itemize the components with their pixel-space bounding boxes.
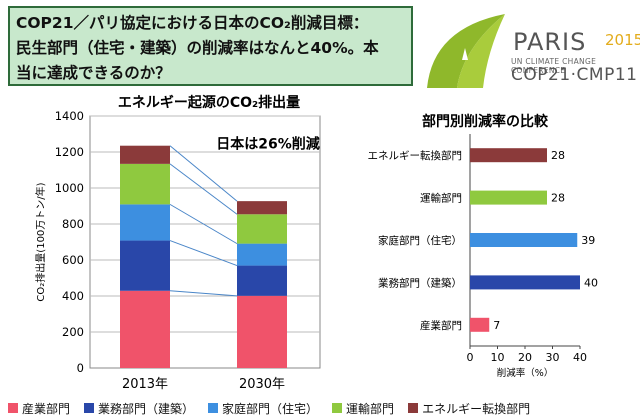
legend-item: 運輸部門 [332, 400, 394, 417]
legend-swatch [8, 403, 18, 413]
legend-item: エネルギー転換部門 [408, 400, 530, 417]
y-tick-label: 400 [62, 289, 84, 303]
y-tick-label: 800 [62, 217, 84, 231]
legend-label: 業務部門（建築） [98, 401, 195, 416]
title-line-2: 民生部門（住宅・建築）の削減率はなんと40%。本 [16, 39, 379, 57]
data-label: 40 [584, 276, 598, 289]
bar [470, 233, 578, 247]
y-tick-label: 600 [62, 253, 84, 267]
bar [470, 148, 547, 163]
slide-title: COP21／パリ協定における日本のCO₂削減目標： 民生部門（住宅・建築）の削減… [8, 6, 413, 86]
title-line-3: 当に達成できるのか？ [16, 64, 171, 82]
y-tick-label: 産業部門 [420, 319, 462, 332]
y-tick-label: 家庭部門（住宅） [378, 234, 462, 247]
y-tick-label: 1000 [55, 181, 84, 195]
legend-label: 産業部門 [22, 401, 71, 416]
x-tick-label: 2030年 [239, 377, 285, 392]
y-axis-label: CO₂排出量(100万トン/年) [34, 182, 47, 301]
chart-legend: 産業部門 業務部門（建築） 家庭部門（住宅） 運輸部門 エネルギー転換部門 [8, 398, 632, 418]
bar-segment [120, 204, 170, 241]
connector-line [169, 290, 238, 297]
bar-segment [120, 290, 170, 368]
legend-item: 業務部門（建築） [84, 400, 194, 417]
x-tick-label: 2013年 [122, 377, 168, 392]
y-tick-label: 1400 [55, 109, 84, 123]
logo-cop-text: COP21·CMP11 [511, 65, 638, 85]
x-axis-label: 削減率（%） [497, 367, 554, 379]
y-tick-label: 運輸部門 [420, 192, 462, 205]
connector-line [169, 240, 238, 267]
chart-title: 部門別削減率の比較 [422, 113, 549, 130]
x-tick-label: 40 [573, 351, 587, 364]
x-tick-label: 20 [518, 351, 532, 364]
x-tick-label: 0 [467, 351, 474, 364]
bar-segment [237, 243, 287, 266]
bar [470, 275, 580, 290]
data-label: 39 [581, 234, 595, 247]
legend-swatch [332, 403, 343, 413]
y-tick-label: エネルギー転換部門 [368, 149, 463, 162]
data-label: 28 [551, 192, 565, 205]
legend-label: エネルギー転換部門 [422, 401, 531, 416]
emissions-stacked-bar-chart: 0 200 400 600 800 1000 1200 1400 CO₂排出量(100万トン/年… [34, 94, 321, 392]
legend-item: 家庭部門（住宅） [208, 400, 318, 417]
y-tick-label: 200 [62, 325, 84, 339]
logo-year-text: 2015 [605, 31, 640, 49]
bar-segment [237, 295, 287, 368]
bar-segment [120, 145, 170, 164]
bar-segment [237, 201, 287, 215]
bar-segment [120, 240, 170, 291]
legend-swatch [408, 403, 419, 413]
logo-paris-text: PARIS [513, 28, 587, 56]
data-label: 7 [493, 319, 500, 332]
logo-subtitle-text: UN CLIMATE CHANGE CONFERENCE [511, 57, 597, 75]
bar [470, 190, 547, 205]
bar-segment [237, 214, 287, 244]
x-tick-label: 10 [491, 351, 505, 364]
legend-swatch [208, 403, 219, 413]
chart-title: エネルギー起源のCO₂排出量 [118, 94, 300, 111]
cop21-logo: PARIS 2015 UN CLIMATE CHANGE CONFERENCE … [425, 8, 640, 90]
y-tick-label: 0 [77, 361, 84, 375]
bar-segment [120, 163, 170, 205]
data-label: 28 [551, 149, 565, 162]
bar-segment [237, 265, 287, 296]
y-tick-label: 1200 [55, 145, 84, 159]
connector-line [169, 163, 238, 215]
title-line-1: COP21／パリ協定における日本のCO₂削減目標： [16, 14, 369, 32]
connector-line [169, 203, 238, 245]
leaf-arc-icon [427, 14, 505, 88]
x-tick-label: 30 [546, 351, 560, 364]
bar [470, 317, 490, 332]
legend-label: 運輸部門 [346, 401, 395, 416]
connector-line [169, 145, 238, 202]
reduction-annotation: 日本は26%削減 [216, 135, 320, 152]
legend-item: 産業部門 [8, 400, 70, 417]
y-tick-label: 業務部門（建築） [378, 276, 462, 289]
legend-label: 家庭部門（住宅） [222, 401, 319, 416]
legend-swatch [84, 403, 95, 413]
